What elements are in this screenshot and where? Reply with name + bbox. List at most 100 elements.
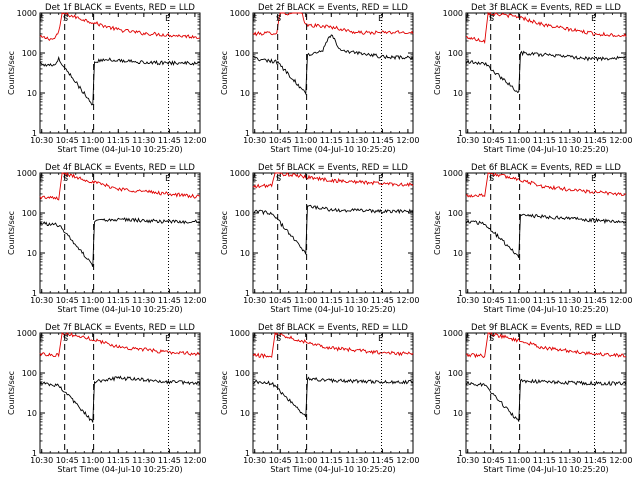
x-tick-label: 12:00 [609,296,632,305]
event-marker-label: E [378,334,383,343]
y-tick-label: 100 [448,49,463,58]
y-tick-label: 1000 [17,9,37,18]
x-tick-label: 11:30 [132,136,155,145]
x-tick-label: 11:30 [345,296,368,305]
event-marker-label: E [252,334,257,343]
x-tick-label: 12:00 [609,136,632,145]
x-tick-label: 10:45 [56,456,79,465]
x-axis-label: Start Time (04-Jul-10 10:25:20) [483,305,608,314]
x-tick-label: 10:45 [482,456,505,465]
series-black-line [39,375,201,423]
x-tick-label: 10:45 [482,136,505,145]
y-tick-label: 1000 [443,169,463,178]
event-marker-label: S [489,334,494,343]
series-black-line [253,376,414,418]
y-axis-label: Counts/sec [7,371,16,415]
x-tick-label: 11:15 [107,296,130,305]
x-tick-label: 10:30 [456,456,479,465]
x-tick-label: 10:45 [56,136,79,145]
x-axis-label: Start Time (04-Jul-10 10:25:20) [483,465,608,474]
x-tick-label: 11:30 [132,296,155,305]
x-tick-label: 11:45 [584,456,607,465]
series-black-line [252,204,414,255]
x-tick-label: 11:00 [507,296,530,305]
y-tick-label: 10 [453,409,463,418]
y-tick-label: 100 [235,209,250,218]
x-tick-label: 11:45 [371,136,394,145]
x-tick-label: 12:00 [396,296,419,305]
series-black-line [465,213,627,258]
x-axis-label: Start Time (04-Jul-10 10:25:20) [270,465,395,474]
x-tick-label: 11:15 [533,296,556,305]
panel-title: Det 6f BLACK = Events, RED = LLD [471,163,621,173]
plot-frame [39,332,201,454]
x-axis-label: Start Time (04-Jul-10 10:25:20) [57,145,182,154]
panel-title: Det 2f BLACK = Events, RED = LLD [258,3,408,13]
event-marker-label: E [165,174,170,183]
y-axis-label: Counts/sec [433,371,442,415]
event-marker-label: E [39,14,44,23]
x-tick-label: 11:00 [294,136,317,145]
y-tick-label: 1000 [17,329,37,338]
y-tick-label: 1000 [230,9,250,18]
panel-det-5: Det 5f BLACK = Events, RED = LLD 1 10 100 10… [220,163,419,314]
y-axis-label: Counts/sec [433,51,442,95]
x-tick-label: 10:30 [456,136,479,145]
x-tick-label: 11:00 [81,456,104,465]
x-tick-label: 10:45 [269,296,292,305]
panel-det-9: Det 9f BLACK = Events, RED = LLD 1 10 100 10… [433,323,632,474]
event-marker-label: E [465,14,470,23]
panel-det-6: Det 6f BLACK = Events, RED = LLD 1 10 100 10… [433,163,632,314]
event-marker-label: E [39,174,44,183]
plot-frame [465,332,627,454]
y-tick-label: 1 [245,289,250,298]
y-tick-label: 1 [32,449,37,458]
panel-det-1: Det 1f BLACK = Events, RED = LLD 1 10 100 10… [7,3,206,154]
panel-title: Det 4f BLACK = Events, RED = LLD [45,163,195,173]
series-red-line [465,11,627,45]
y-tick-label: 1000 [17,169,37,178]
event-marker-label: E [252,174,257,183]
event-marker-label: E [591,174,596,183]
x-tick-label: 10:30 [30,456,53,465]
event-marker-label: E [165,14,170,23]
panel-title: Det 5f BLACK = Events, RED = LLD [258,163,408,173]
event-marker-label: S [63,14,68,23]
series-black-line [39,55,201,106]
x-tick-label: 10:30 [243,296,266,305]
y-tick-label: 100 [235,369,250,378]
y-tick-label: 10 [453,89,463,98]
y-tick-label: 1000 [443,9,463,18]
panel-title: Det 7f BLACK = Events, RED = LLD [45,323,195,333]
plot-frame [465,12,627,134]
x-tick-label: 11:45 [371,296,394,305]
event-marker-label: E [591,334,596,343]
panel-det-2: Det 2f BLACK = Events, RED = LLD 1 10 100 10… [220,3,419,154]
panel-title: Det 8f BLACK = Events, RED = LLD [258,323,408,333]
x-tick-label: 11:15 [107,136,130,145]
x-tick-label: 12:00 [183,296,206,305]
event-marker-label: S [489,14,494,23]
event-marker-label: S [63,174,68,183]
x-tick-label: 10:45 [269,136,292,145]
plot-frame [252,332,414,454]
event-marker-label: S [489,174,494,183]
plot-frame [252,172,414,294]
x-tick-label: 11:00 [507,456,530,465]
plot-frame [252,12,414,134]
x-tick-label: 12:00 [396,136,419,145]
panel-det-7: Det 7f BLACK = Events, RED = LLD 1 10 100 10… [7,323,206,474]
y-tick-label: 1 [458,289,463,298]
x-tick-label: 11:45 [158,296,181,305]
event-marker-label: E [591,14,596,23]
y-tick-label: 100 [22,209,37,218]
x-tick-label: 11:00 [81,136,104,145]
x-tick-label: 12:00 [183,136,206,145]
y-tick-label: 100 [448,369,463,378]
panel-title: Det 3f BLACK = Events, RED = LLD [471,3,621,13]
y-tick-label: 100 [448,209,463,218]
plot-frame [39,12,201,134]
x-tick-label: 12:00 [396,456,419,465]
x-tick-label: 10:30 [30,296,53,305]
